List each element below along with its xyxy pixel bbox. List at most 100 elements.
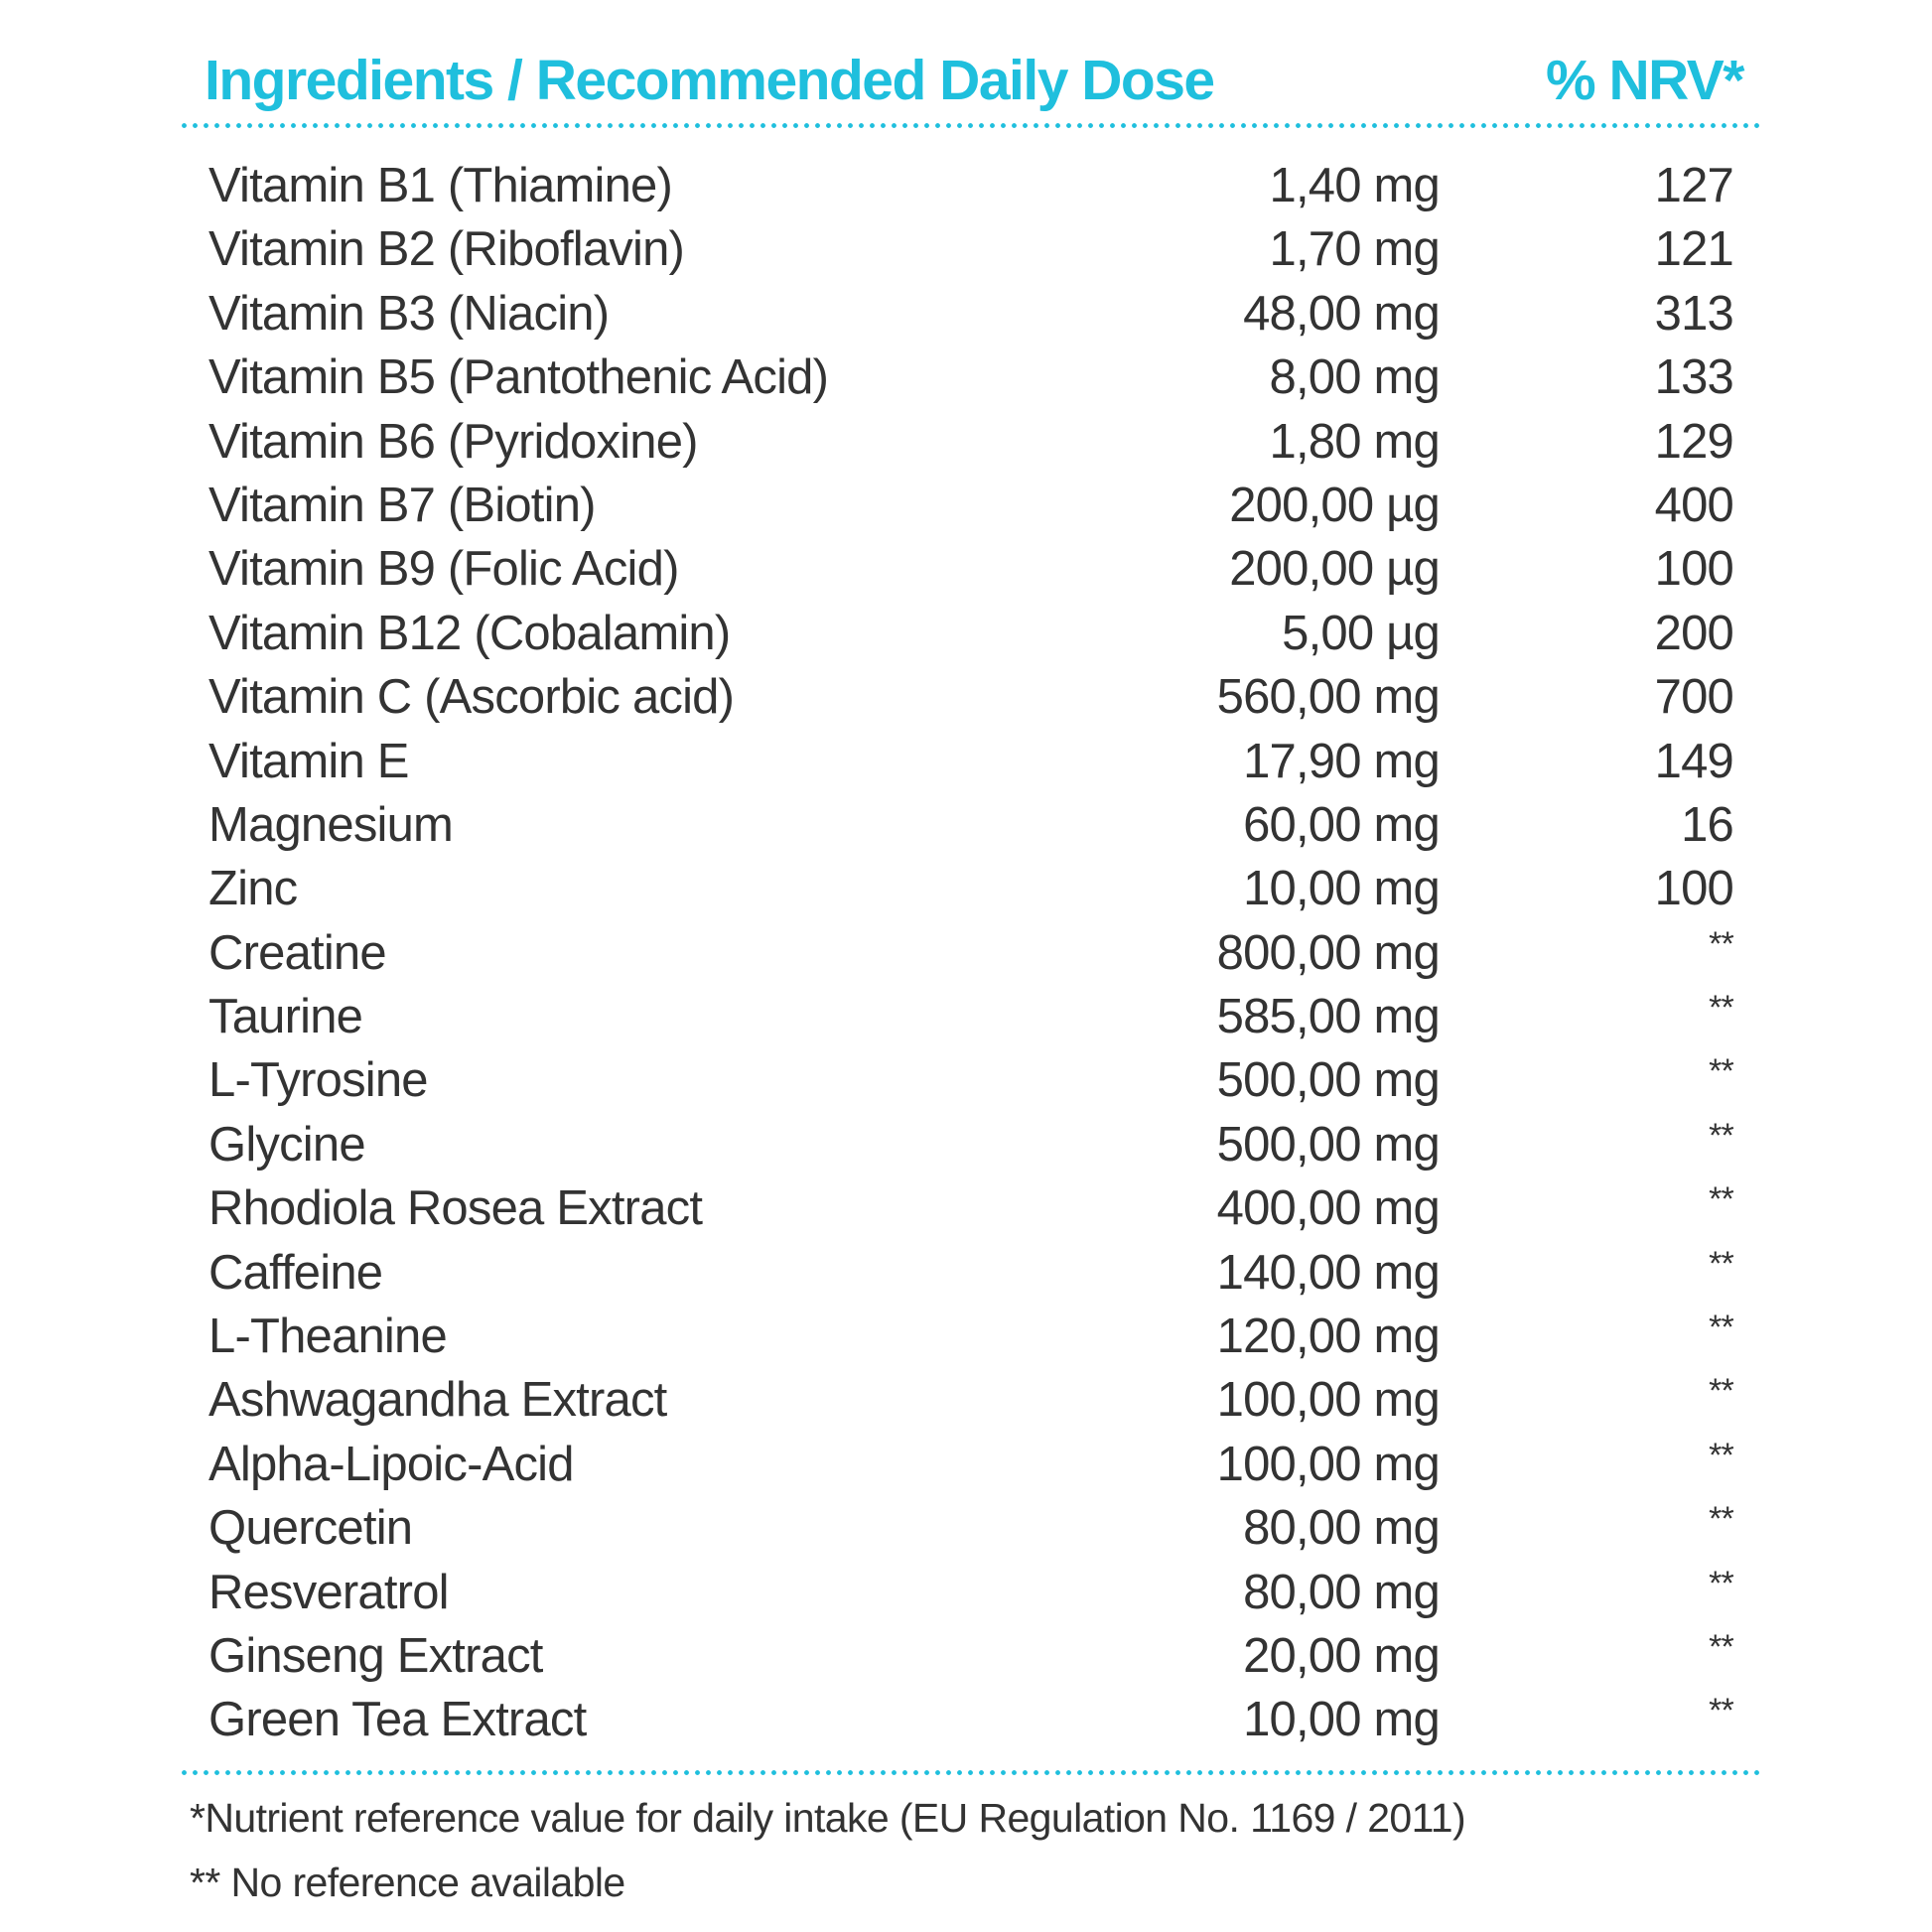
table-row: Glycine 500,00 mg **: [0, 1113, 1932, 1176]
ingredient-dose: 1,70 mg: [1269, 222, 1441, 277]
ingredient-dose: 585,00 mg: [1216, 990, 1441, 1044]
ingredient-dose: 48,00 mg: [1243, 286, 1441, 341]
ingredient-name: Vitamin B12 (Cobalamin): [208, 606, 731, 660]
ingredient-dose: 500,00 mg: [1216, 1117, 1441, 1172]
ingredient-dose: 60,00 mg: [1243, 797, 1441, 852]
ingredient-nrv: **: [1709, 1372, 1734, 1411]
table-row: Vitamin B9 (Folic Acid) 200,00 µg 100: [0, 537, 1932, 601]
ingredient-nrv: 400: [1654, 478, 1734, 532]
ingredient-name: Green Tea Extract: [208, 1693, 587, 1747]
ingredient-nrv: 149: [1654, 734, 1734, 788]
ingredient-dose: 560,00 mg: [1216, 670, 1441, 725]
table-row: L-Tyrosine 500,00 mg **: [0, 1048, 1932, 1112]
top-dotted-divider: [179, 123, 1765, 128]
ingredient-name: Glycine: [208, 1117, 366, 1172]
ingredient-name: L-Theanine: [208, 1310, 448, 1364]
ingredient-name: Vitamin E: [208, 734, 409, 788]
table-row: Alpha-Lipoic-Acid 100,00 mg **: [0, 1433, 1932, 1496]
ingredient-name: Ashwagandha Extract: [208, 1373, 667, 1428]
ingredient-nrv: 700: [1654, 670, 1734, 725]
ingredient-nrv: 133: [1654, 350, 1734, 405]
ingredient-dose: 200,00 µg: [1229, 478, 1441, 532]
table-row: Vitamin B1 (Thiamine) 1,40 mg 127: [0, 154, 1932, 217]
nrv-column-header: % NRV*: [1545, 49, 1745, 112]
ingredient-dose: 100,00 mg: [1216, 1437, 1441, 1491]
table-row: Ginseng Extract 20,00 mg **: [0, 1624, 1932, 1688]
ingredient-dose: 500,00 mg: [1216, 1053, 1441, 1108]
footnote-nrv: *Nutrient reference value for daily inta…: [190, 1795, 1466, 1841]
table-row: Resveratrol 80,00 mg **: [0, 1561, 1932, 1624]
table-row: Ashwagandha Extract 100,00 mg **: [0, 1368, 1932, 1432]
ingredient-nrv: 200: [1654, 606, 1734, 660]
ingredient-nrv: **: [1709, 989, 1734, 1028]
ingredient-dose: 80,00 mg: [1243, 1501, 1441, 1556]
table-row: Creatine 800,00 mg **: [0, 921, 1932, 985]
table-row: Vitamin B5 (Pantothenic Acid) 8,00 mg 133: [0, 345, 1932, 409]
ingredient-dose: 80,00 mg: [1243, 1565, 1441, 1619]
ingredient-name: Vitamin B6 (Pyridoxine): [208, 414, 698, 469]
ingredient-nrv: 100: [1654, 542, 1734, 597]
table-row: L-Theanine 120,00 mg **: [0, 1305, 1932, 1368]
ingredient-nrv: **: [1709, 1116, 1734, 1155]
ingredient-nrv: 129: [1654, 414, 1734, 469]
ingredient-name: Rhodiola Rosea Extract: [208, 1181, 703, 1236]
ingredient-name: Vitamin B5 (Pantothenic Acid): [208, 350, 829, 405]
ingredient-nrv: **: [1709, 1180, 1734, 1219]
ingredient-dose: 1,40 mg: [1269, 159, 1441, 212]
ingredient-nrv: **: [1709, 1564, 1734, 1602]
ingredient-dose: 10,00 mg: [1243, 862, 1441, 916]
ingredient-dose: 140,00 mg: [1216, 1245, 1441, 1300]
ingredient-name: Vitamin B3 (Niacin): [208, 286, 610, 341]
ingredient-name: Alpha-Lipoic-Acid: [208, 1437, 575, 1491]
ingredient-dose: 100,00 mg: [1216, 1373, 1441, 1428]
table-row: Magnesium 60,00 mg 16: [0, 793, 1932, 857]
table-row: Zinc 10,00 mg 100: [0, 857, 1932, 920]
table-row: Rhodiola Rosea Extract 400,00 mg **: [0, 1176, 1932, 1240]
ingredient-dose: 400,00 mg: [1216, 1181, 1441, 1236]
ingredient-dose: 200,00 µg: [1229, 542, 1441, 597]
ingredient-dose: 17,90 mg: [1243, 734, 1441, 788]
table-row: Vitamin B12 (Cobalamin) 5,00 µg 200: [0, 602, 1932, 665]
ingredient-nrv: **: [1709, 1692, 1734, 1730]
ingredient-nrv: **: [1709, 924, 1734, 963]
table-row: Vitamin C (Ascorbic acid) 560,00 mg 700: [0, 665, 1932, 729]
ingredient-nrv: **: [1709, 1052, 1734, 1091]
ingredients-table: Vitamin B1 (Thiamine) 1,40 mg 127 Vitamin B…: [0, 154, 1932, 1752]
table-title: Ingredients / Recommended Daily Dose: [205, 49, 1215, 112]
ingredient-name: Vitamin B7 (Biotin): [208, 478, 596, 532]
ingredient-name: Vitamin B9 (Folic Acid): [208, 542, 679, 597]
ingredient-dose: 800,00 mg: [1216, 925, 1441, 980]
ingredient-nrv: **: [1709, 1500, 1734, 1539]
ingredient-dose: 20,00 mg: [1243, 1628, 1441, 1683]
ingredient-name: Vitamin B2 (Riboflavin): [208, 222, 685, 277]
ingredient-name: Ginseng Extract: [208, 1628, 543, 1683]
table-row: Vitamin B7 (Biotin) 200,00 µg 400: [0, 474, 1932, 537]
ingredient-nrv: 121: [1654, 222, 1734, 277]
table-row: Vitamin B6 (Pyridoxine) 1,80 mg 129: [0, 410, 1932, 474]
bottom-dotted-divider: [179, 1770, 1765, 1775]
table-row: Green Tea Extract 10,00 mg **: [0, 1688, 1932, 1751]
ingredient-nrv: **: [1709, 1309, 1734, 1347]
ingredient-dose: 120,00 mg: [1216, 1310, 1441, 1364]
table-row: Taurine 585,00 mg **: [0, 985, 1932, 1048]
ingredient-name: Creatine: [208, 925, 387, 980]
ingredient-name: Resveratrol: [208, 1565, 450, 1619]
ingredient-name: Zinc: [208, 862, 298, 916]
ingredient-name: Vitamin B1 (Thiamine): [208, 159, 673, 212]
ingredient-nrv: 127: [1654, 159, 1734, 212]
ingredient-dose: 8,00 mg: [1269, 350, 1441, 405]
ingredient-name: Vitamin C (Ascorbic acid): [208, 670, 735, 725]
ingredient-nrv: 16: [1681, 797, 1734, 852]
ingredient-name: Quercetin: [208, 1501, 413, 1556]
table-row: Caffeine 140,00 mg **: [0, 1241, 1932, 1305]
table-row: Vitamin B2 (Riboflavin) 1,70 mg 121: [0, 217, 1932, 281]
ingredient-dose: 5,00 µg: [1282, 606, 1441, 660]
ingredient-dose: 10,00 mg: [1243, 1693, 1441, 1747]
ingredient-name: Magnesium: [208, 797, 454, 852]
ingredient-nrv: 100: [1654, 862, 1734, 916]
table-row: Vitamin E 17,90 mg 149: [0, 730, 1932, 793]
ingredient-name: Taurine: [208, 990, 363, 1044]
ingredient-dose: 1,80 mg: [1269, 414, 1441, 469]
ingredient-nrv: **: [1709, 1436, 1734, 1474]
footnote-no-reference: ** No reference available: [190, 1860, 625, 1905]
